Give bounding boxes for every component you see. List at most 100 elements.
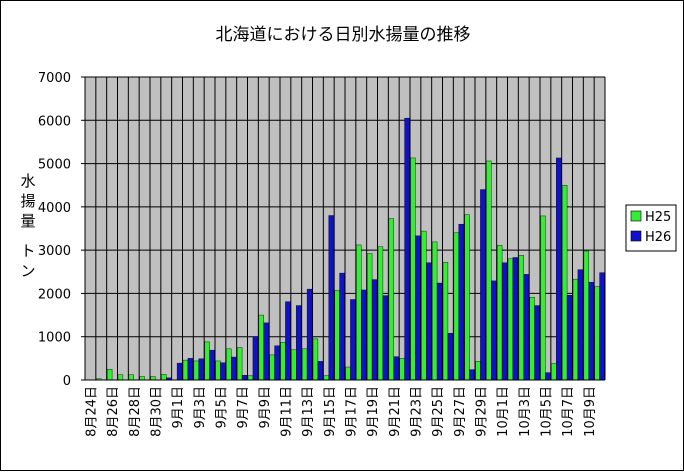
bar-h25	[334, 290, 340, 381]
bar-h25	[107, 368, 113, 381]
bar-h25	[128, 374, 134, 381]
bar-h25	[432, 241, 438, 381]
bar-h26	[350, 299, 356, 381]
x-tick-label: 10月1日	[496, 386, 511, 437]
bar-h26	[274, 345, 280, 381]
y-axis-label-char: 水	[20, 172, 35, 190]
y-tick-label: 4000	[38, 201, 71, 216]
bar-h26	[328, 215, 334, 381]
bar-h26	[447, 333, 453, 381]
bar-h25	[497, 245, 503, 381]
bar-h25	[150, 376, 156, 381]
bar-h26	[599, 272, 605, 381]
x-tick-label: 8月24日	[84, 386, 99, 437]
bar-h26	[306, 288, 313, 381]
bar-h25	[139, 376, 145, 381]
x-tick-label: 10月5日	[539, 386, 554, 437]
x-tick-label: 8月28日	[128, 386, 143, 437]
bar-h26	[339, 272, 345, 381]
x-tick-label: 9月17日	[344, 386, 359, 437]
bar-h25	[345, 366, 351, 381]
bar-h26	[523, 274, 529, 381]
x-tick-label: 10月7日	[561, 386, 576, 437]
x-tick-label: 8月30日	[149, 386, 164, 437]
x-tick-label: 9月23日	[409, 386, 424, 437]
bar-h25	[377, 246, 384, 381]
bar-h26	[566, 294, 573, 381]
legend-swatch-h26	[630, 230, 642, 242]
bar-h25	[193, 360, 199, 381]
legend-label-h25: H25	[645, 210, 671, 225]
bar-h25	[518, 255, 524, 381]
y-tick-label: 7000	[38, 71, 71, 86]
bar-h26	[512, 257, 518, 381]
y-axis-label-char: 揚	[20, 192, 35, 210]
bar-h25	[551, 363, 557, 381]
x-tick-label: 9月1日	[171, 386, 186, 429]
x-tick-label: 9月13日	[301, 386, 316, 437]
bar-h25	[291, 349, 297, 381]
bar-h26	[491, 280, 497, 381]
bar-h25	[464, 214, 470, 381]
axes	[84, 77, 605, 381]
y-tick-label: 1000	[38, 331, 71, 346]
bar-h25	[215, 360, 221, 381]
bar-h26	[187, 358, 193, 381]
bar-h26	[393, 356, 399, 381]
bar-h25	[410, 157, 416, 381]
bar-h26	[501, 262, 508, 381]
bar-h25	[421, 230, 427, 381]
bar-h25	[507, 258, 514, 381]
bar-h26	[534, 305, 540, 381]
x-tick-label: 9月29日	[474, 386, 489, 437]
x-tick-label: 9月11日	[279, 386, 294, 437]
bar-h26	[231, 356, 237, 381]
y-axis-label-char: 量	[20, 212, 35, 230]
x-tick-label: 9月21日	[388, 386, 403, 437]
bar-h25	[117, 374, 124, 381]
bar-h25	[399, 358, 405, 381]
x-tick-label: 9月25日	[431, 386, 446, 437]
bar-h26	[371, 279, 378, 381]
y-tick-label: 3000	[38, 244, 71, 259]
x-tick-label: 8月26日	[106, 386, 121, 437]
x-tick-label: 9月5日	[214, 386, 229, 429]
bar-h25	[540, 215, 546, 381]
legend-swatch-h25	[630, 210, 642, 222]
bar-h25	[258, 314, 264, 381]
bar-h26	[415, 235, 421, 381]
bar-h26	[382, 295, 388, 381]
bar-h25	[583, 250, 589, 381]
legend-label-h26: H26	[645, 230, 671, 245]
bar-h25	[312, 338, 319, 381]
bar-h25	[280, 342, 286, 381]
bar-h25	[442, 262, 449, 381]
bar-h25	[529, 297, 535, 381]
bar-h26	[458, 223, 464, 381]
bar-h25	[204, 341, 210, 381]
bar-h25	[475, 361, 481, 381]
y-axis-label-char: ト	[20, 242, 35, 260]
bar-h25	[453, 232, 459, 381]
bar-h26	[241, 375, 248, 381]
bar-h25	[323, 375, 329, 381]
bar-h26	[198, 358, 204, 381]
bar-h26	[176, 362, 183, 381]
bar-h25	[367, 253, 373, 381]
y-tick-label: 0	[63, 374, 71, 389]
chart-title: 北海道における日別水揚量の推移	[216, 25, 471, 45]
bar-h25	[594, 286, 600, 381]
bar-h26	[480, 189, 486, 381]
y-tick-labels: 0 1000 2000 3000 4000 5000 6000 7000	[38, 71, 85, 389]
bar-h25	[226, 348, 232, 381]
bar-h26	[404, 117, 410, 381]
bar-h26	[426, 262, 432, 381]
bars	[96, 117, 605, 381]
x-tick-label: 9月9日	[258, 386, 273, 429]
x-tick-label: 9月7日	[236, 386, 251, 429]
bar-h25	[161, 374, 167, 381]
x-tick-labels: 8月24日 8月26日 8月28日 8月30日 9月1日 9月3日 9月5日 9月7日 9月9日…	[84, 386, 597, 437]
